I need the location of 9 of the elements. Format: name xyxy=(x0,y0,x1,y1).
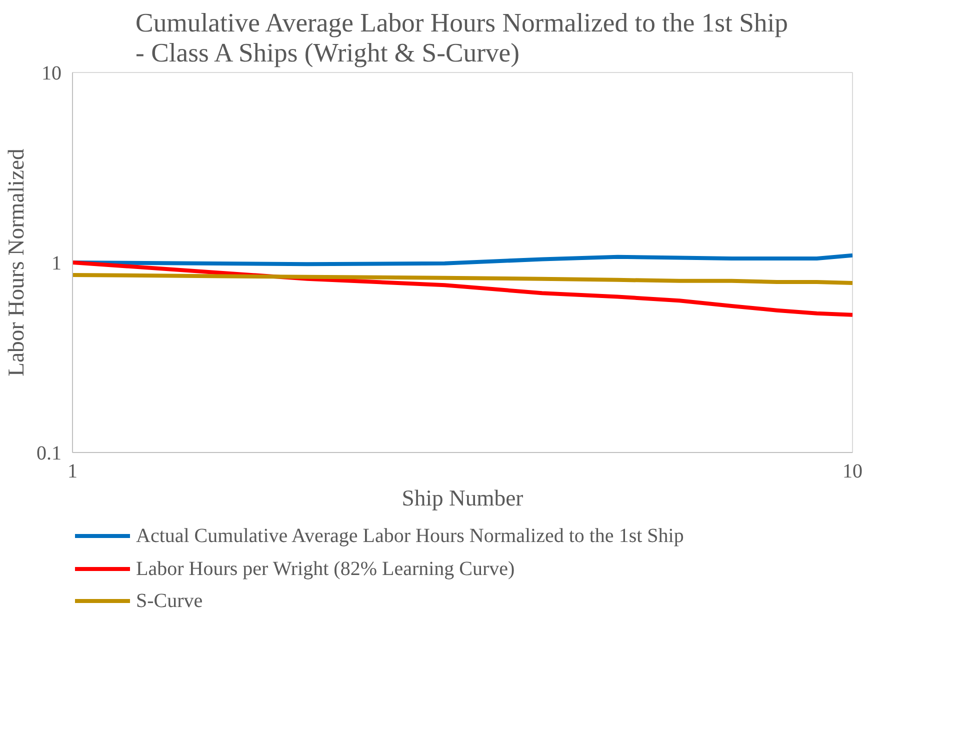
y-axis-title: Labor Hours Normalized xyxy=(4,148,28,376)
legend-label: Actual Cumulative Average Labor Hours Normalized to the 1st Ship xyxy=(136,524,684,549)
y-tick-label: 1 xyxy=(52,252,62,274)
legend-label: Labor Hours per Wright (82% Learning Curve) xyxy=(136,556,515,582)
x-axis-title: Ship Number xyxy=(402,486,524,510)
y-tick-label: 10 xyxy=(42,62,62,84)
chart-title: Cumulative Average Labor Hours Normalized to the 1st Ship - Class A Ships (Wright & S-Curve) xyxy=(136,8,788,68)
legend-label: S-Curve xyxy=(136,589,203,614)
y-tick-label: 0.1 xyxy=(36,442,62,464)
